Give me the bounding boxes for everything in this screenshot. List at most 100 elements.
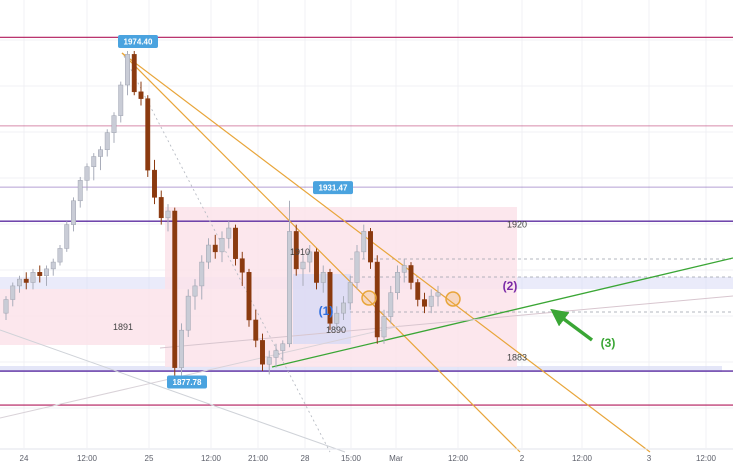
- candle-body: [381, 316, 387, 338]
- candle-body: [428, 295, 434, 307]
- candle-body: [71, 200, 76, 225]
- level-label: 1890: [326, 325, 346, 335]
- candle-body: [104, 132, 110, 150]
- annotation-label: (1): [319, 304, 334, 318]
- candle-body: [17, 278, 22, 287]
- candle-body: [138, 91, 144, 99]
- x-tick-label: 12:00: [201, 454, 222, 463]
- candle-body: [293, 231, 299, 270]
- candle-body: [44, 268, 49, 276]
- candle-body: [307, 251, 313, 263]
- x-tick-label: 12:00: [696, 454, 717, 463]
- annotation-label: (2): [503, 279, 518, 293]
- candle-body: [152, 169, 157, 198]
- level-label: 1920: [507, 220, 527, 230]
- candle-body: [226, 227, 232, 239]
- candle-body: [212, 244, 218, 253]
- price-flag-label: 1974.40: [124, 38, 153, 47]
- trend-lines: [0, 52, 733, 453]
- candle-body: [253, 319, 259, 341]
- zone-band-lower: [0, 366, 722, 372]
- candle-body: [273, 350, 279, 358]
- candle-body: [347, 282, 353, 304]
- x-tick-label: 15:00: [341, 454, 362, 463]
- candle-body: [287, 231, 292, 345]
- price-flag-box: [313, 181, 353, 195]
- x-tick-label: 21:00: [248, 454, 269, 463]
- circle-markers: [361, 290, 461, 307]
- price-flag-label: 1931.47: [319, 184, 348, 193]
- candle-body: [239, 258, 245, 273]
- candle-body: [91, 156, 97, 167]
- price-flag: 1877.78: [167, 375, 207, 389]
- candle-body: [246, 272, 252, 321]
- candle-body: [206, 244, 211, 263]
- candle-body: [158, 197, 164, 219]
- candles: [3, 50, 441, 382]
- candle-body: [266, 357, 272, 365]
- level-label: 1891: [113, 322, 133, 332]
- candle-body: [57, 248, 63, 263]
- candle-body: [408, 265, 414, 283]
- green-arrow: [550, 308, 594, 342]
- x-tick-label: 12:00: [77, 454, 98, 463]
- candle-body: [320, 272, 326, 283]
- zone-pink-left: [0, 289, 165, 345]
- trendline-faint-lower: [0, 325, 401, 419]
- x-axis: 24 12:00 25 12:00 21:00 28 15:00 Mar 12:00 2 12:00…: [0, 448, 733, 463]
- candle-body: [111, 115, 117, 133]
- trendline-dotted: [123, 55, 331, 453]
- candle-body: [37, 272, 43, 276]
- candle-body: [327, 272, 333, 324]
- trendline-orange-steep: [121, 52, 521, 453]
- candle-body: [199, 261, 205, 287]
- marker-circle-1: [361, 290, 377, 306]
- candle-body: [98, 149, 103, 157]
- marker-circle-2: [445, 291, 461, 307]
- candle-body: [233, 227, 238, 259]
- trendline-green: [271, 257, 733, 368]
- candle-body: [165, 210, 171, 219]
- candle-body: [395, 272, 400, 293]
- candle-body: [368, 231, 373, 263]
- candle-body: [314, 251, 319, 283]
- candle-body: [334, 312, 340, 324]
- candle-body: [192, 285, 198, 297]
- candle-body: [50, 261, 56, 270]
- candle-body: [388, 292, 394, 317]
- candle-body: [125, 54, 130, 86]
- candle-body: [64, 224, 70, 249]
- candle-body: [3, 299, 9, 314]
- x-tick-label: 2: [520, 454, 525, 463]
- candle-body: [77, 180, 83, 202]
- x-tick-label: 24: [20, 454, 29, 463]
- candle-body: [260, 340, 265, 365]
- annotation-label: (3): [601, 336, 616, 350]
- candle-body: [361, 231, 367, 253]
- labels: 1920 1910 1891 1890 1883 1974.40 1931.47 1877.7…: [113, 35, 615, 389]
- candle-body: [10, 285, 16, 300]
- x-tick-label: 25: [145, 454, 154, 463]
- candle-body: [374, 261, 380, 338]
- candle-body: [341, 302, 346, 314]
- candle-body: [131, 54, 137, 93]
- candle-body: [23, 278, 29, 283]
- candle-body: [435, 292, 441, 297]
- price-flag-label: 1877.78: [173, 378, 202, 387]
- candle-body: [84, 166, 90, 181]
- candle-body: [422, 299, 427, 307]
- candle-body: [118, 84, 124, 116]
- price-flag: 1974.40: [118, 35, 158, 48]
- candle-body: [219, 237, 225, 253]
- candle-body: [185, 295, 191, 331]
- zones: [0, 207, 733, 372]
- x-tick-label: Mar: [389, 454, 403, 463]
- candle-body: [354, 251, 360, 283]
- candle-body: [145, 98, 151, 171]
- x-tick-label: 12:00: [448, 454, 469, 463]
- candle-body: [280, 343, 286, 351]
- candle-body: [30, 272, 36, 283]
- x-tick-label: 12:00: [572, 454, 593, 463]
